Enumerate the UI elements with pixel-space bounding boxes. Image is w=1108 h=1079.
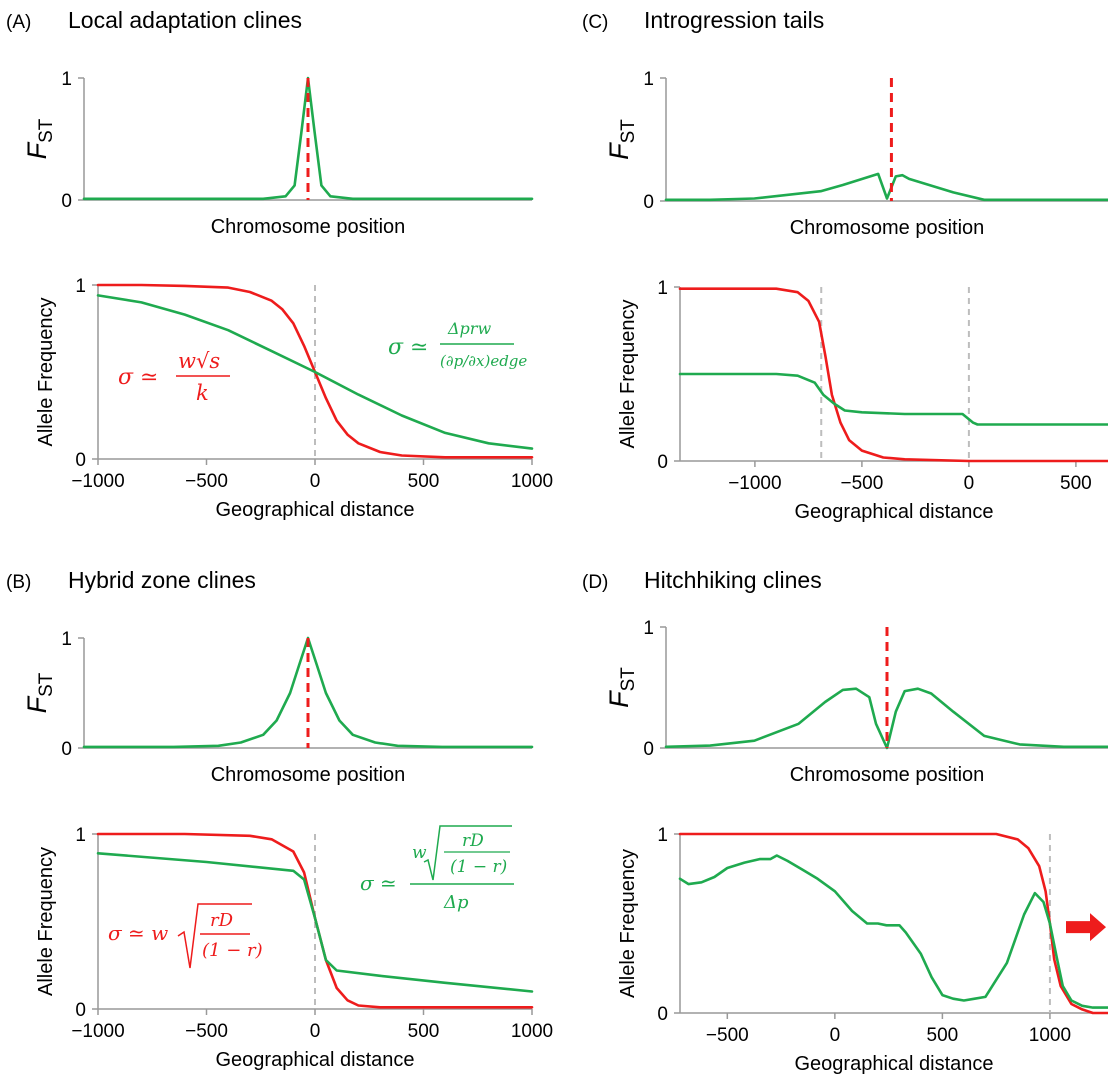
d_allele-x-tick-label: 500: [927, 1025, 959, 1046]
formula-b-green-den: Δp: [443, 892, 469, 913]
b_allele-x-tick-label: 1000: [511, 1021, 553, 1042]
a_fst-y-axis-label: FST: [22, 118, 57, 159]
formula-b-red-lhs: σ ≃ w: [108, 921, 168, 945]
c_allele-series-red: [678, 287, 1108, 463]
d_fst-y-tick-label: 0: [643, 739, 654, 760]
b_fst-y-tick-label: 0: [61, 739, 72, 760]
formula-a-green-den: (∂p/∂x)edge: [440, 352, 527, 370]
c_fst-y-axis-label: FST: [604, 119, 639, 160]
c_fst-x-axis-label: Chromosome position: [790, 217, 985, 239]
b_allele-y-axis-label: Allele Frequency: [35, 847, 57, 996]
panel-c-title: Introgression tails: [644, 7, 824, 33]
panel-d-title: Hitchhiking clines: [644, 567, 822, 593]
formula-a-green-num: Δprw: [447, 319, 491, 338]
a_allele-series-green: [96, 294, 534, 450]
d_allele-x-tick-label: −500: [706, 1025, 749, 1046]
formula-a-red-num: w√s: [178, 349, 220, 373]
b_allele-y-tick-label: 1: [75, 825, 86, 846]
formula-b-green: σ ≃ w rD (1 − r) Δp: [360, 825, 514, 913]
d_allele-x-tick-label: 1000: [1029, 1025, 1071, 1046]
formula-b-red-den: (1 − r): [202, 940, 263, 961]
c_allele-x-tick-label: 500: [1060, 473, 1092, 494]
d_allele-x-tick-label: 0: [830, 1025, 841, 1046]
formula-a-red: σ ≃ w√s k: [118, 349, 230, 405]
formula-b-red-num: rD: [210, 910, 234, 931]
b_allele-x-tick-label: 0: [310, 1021, 321, 1042]
b_allele-series-green: [96, 851, 534, 993]
c_allele-x-tick-label: 0: [964, 473, 975, 494]
b_allele-x-axis-label: Geographical distance: [215, 1049, 414, 1071]
c_allele-x-tick-label: −500: [841, 473, 884, 494]
panel-b-tag: (B): [6, 572, 31, 593]
c_allele-y-axis-label: Allele Frequency: [617, 300, 639, 449]
formula-b-green-numden: (1 − r): [450, 857, 507, 877]
d_fst-x-axis-label: Chromosome position: [790, 764, 985, 786]
formula-b-green-lhs: σ ≃: [360, 871, 397, 895]
d_allele-arrow-right-icon: [1066, 913, 1106, 942]
d_allele-y-axis-label: Allele Frequency: [617, 849, 639, 998]
d_allele-y-tick-label: 0: [657, 1004, 668, 1025]
a_allele-x-axis-label: Geographical distance: [215, 499, 414, 521]
c_allele-y-tick-label: 1: [657, 278, 668, 299]
a_allele-x-tick-label: 500: [408, 471, 440, 492]
formula-a-green-lhs: σ ≃: [388, 335, 428, 360]
b_fst-x-axis-label: Chromosome position: [211, 764, 406, 786]
formula-b-green-num: rD: [462, 831, 484, 851]
b_allele-y-tick-label: 0: [75, 1000, 86, 1021]
formula-b-red: σ ≃ w rD (1 − r): [108, 903, 263, 969]
c_fst-y-tick-label: 1: [643, 69, 654, 90]
panel-a-title: Local adaptation clines: [68, 7, 302, 33]
formula-b-green-w: w: [412, 843, 427, 863]
d_allele-series-green: [678, 854, 1108, 1009]
c_allele-series-green: [678, 372, 1108, 426]
a_fst-x-axis-label: Chromosome position: [211, 216, 406, 238]
a_fst-y-tick-label: 0: [61, 191, 72, 212]
a_allele-y-tick-label: 1: [75, 276, 86, 297]
a_allele-y-tick-label: 0: [75, 450, 86, 471]
b_fst-y-tick-label: 1: [61, 629, 72, 650]
a_allele-y-axis-label: Allele Frequency: [35, 298, 57, 447]
a_allele-x-tick-label: 0: [310, 471, 321, 492]
panel-d-tag: (D): [582, 572, 608, 593]
c_fst-y-tick-label: 0: [643, 192, 654, 213]
panel-c-tag: (C): [582, 12, 608, 33]
a_allele-x-tick-label: −500: [185, 471, 228, 492]
c_allele-y-tick-label: 0: [657, 452, 668, 473]
formula-a-green: σ ≃ Δprw (∂p/∂x)edge: [388, 319, 527, 370]
b_fst-y-axis-label: FST: [22, 672, 57, 713]
a_fst-y-tick-label: 1: [61, 69, 72, 90]
b_allele-x-tick-label: 500: [408, 1021, 440, 1042]
c_allele-x-axis-label: Geographical distance: [794, 501, 993, 523]
d_fst-y-axis-label: FST: [604, 667, 639, 708]
d_fst-y-tick-label: 1: [643, 618, 654, 639]
panel-b-title: Hybrid zone clines: [68, 567, 256, 593]
b_allele-x-tick-label: −1000: [71, 1021, 124, 1042]
a_allele-x-tick-label: −1000: [71, 471, 124, 492]
formula-a-red-den: k: [196, 381, 209, 405]
d_allele-x-axis-label: Geographical distance: [794, 1053, 993, 1075]
formula-a-red-lhs: σ ≃: [118, 365, 158, 390]
panel-a-tag: (A): [6, 12, 31, 33]
c_fst-series-green: [664, 172, 1108, 202]
d_allele-y-tick-label: 1: [657, 825, 668, 846]
formula-b-red-sqrt: [177, 903, 252, 969]
formula-b-green-sqrt: [423, 825, 512, 881]
c_allele-x-tick-label: −1000: [728, 473, 781, 494]
b_allele-x-tick-label: −500: [185, 1021, 228, 1042]
a_allele-x-tick-label: 1000: [511, 471, 553, 492]
d_allele-series-red: [678, 832, 1108, 1015]
